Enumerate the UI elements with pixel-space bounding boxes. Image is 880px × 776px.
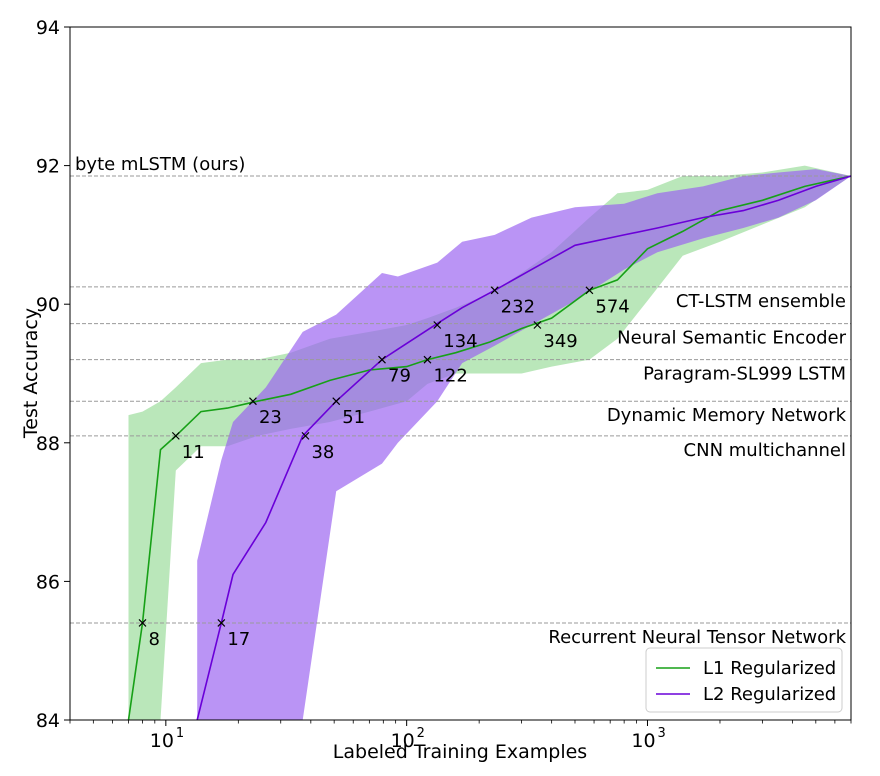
data-marker [332,397,341,406]
reference-label: CNN multichannel [684,440,846,461]
y-tick-label: 92 [36,156,60,178]
data-marker [433,321,442,329]
reference-label: CT-LSTM ensemble [676,291,846,312]
y-tick-label: 84 [36,710,60,732]
x-tick-label: 10 [631,730,655,752]
reference-label: Neural Semantic Encoder [617,328,846,349]
series-line-l2-regularized [196,175,851,720]
series-line-l1-regularized [127,175,851,720]
legend-entry: L1 Regularized [703,658,836,679]
y-tick-label: 86 [36,571,60,593]
data-marker [138,619,147,627]
confidence-bands [128,165,851,720]
legend-entry: L2 Regularized [703,684,836,705]
marker-label: 232 [501,296,535,317]
marker-label: 38 [311,442,334,463]
x-axis-label: Labeled Training Examples [333,741,587,763]
y-tick-label: 88 [36,433,60,455]
marker-label: 23 [259,407,282,428]
x-tick-exponent: 1 [176,726,184,741]
plot-frame [69,26,852,721]
data-marker [423,355,432,364]
data-marker [301,431,310,440]
legend: L1 Regularized L2 Regularized [645,647,843,713]
data-marker [171,431,180,440]
data-marker [490,286,499,295]
y-axis-label: Test Accuracy [20,308,42,439]
series-markers: 8 11 23 122 349 574 17 38 51 79 134 232 [138,286,630,650]
reference-label: byte mLSTM (ours) [75,154,245,175]
x-tick-label: 10 [391,730,415,752]
reference-label: Dynamic Memory Network [607,405,847,426]
x-tick-exponent: 2 [417,726,425,741]
reference-label: Paragram-SL999 LSTM [643,364,846,385]
marker-label: 349 [543,331,577,352]
data-marker [378,355,386,364]
x-tick-label: 10 [150,730,174,752]
data-marker [249,397,257,406]
x-tick-exponent: 3 [657,726,665,741]
marker-label: 8 [148,629,159,650]
data-marker [585,286,594,295]
marker-label: 134 [443,331,477,352]
band-l2-regularized [197,169,851,720]
y-tick-label: 90 [36,294,60,316]
marker-label: 51 [342,407,365,428]
marker-label: 11 [182,442,205,463]
data-marker [217,619,226,627]
data-marker [533,321,542,329]
y-tick-label: 94 [36,17,60,39]
marker-label: 79 [388,366,411,387]
marker-label: 17 [227,629,250,650]
series-lines [127,175,851,720]
reference-label: Recurrent Neural Tensor Network [548,627,846,648]
marker-label: 122 [433,366,467,387]
marker-label: 574 [595,296,629,317]
reference-lines: byte mLSTM (ours) CT-LSTM ensemble Neural … [70,154,851,648]
legend-box [645,647,843,713]
